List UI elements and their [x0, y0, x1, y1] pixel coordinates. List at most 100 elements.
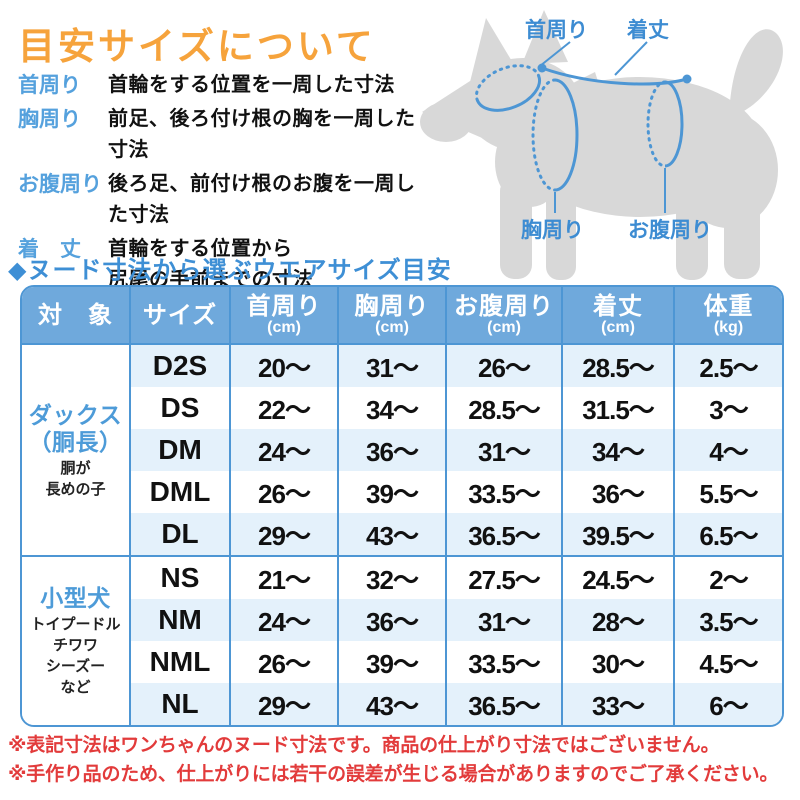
size-code-cell: D2S	[129, 344, 230, 387]
size-code-cell: NS	[129, 555, 230, 599]
column-header-label: 着丈	[593, 292, 643, 320]
measurement-cell: 36.5〜	[445, 513, 562, 556]
measurement-cell: 31〜	[445, 429, 562, 471]
dog-illustration	[420, 10, 783, 280]
measurement-cell: 24〜	[229, 599, 338, 641]
definitions-list: 首周り 首輪をする位置を一周した寸法 胸周り 前足、後ろ付け根の胸を一周した寸法 お腹周…	[18, 70, 428, 299]
size-code-cell: NM	[129, 599, 230, 641]
page-title: 目安サイズについて	[18, 26, 376, 67]
group-name: ダックス	[28, 401, 123, 428]
measurement-cell: 36.5〜	[445, 683, 562, 725]
column-header: 体重 (kg)	[673, 287, 782, 345]
column-header-label: お腹周り	[454, 292, 554, 320]
column-header: 着丈 (cm)	[561, 287, 674, 345]
measurement-cell: 43〜	[337, 683, 446, 725]
target-group-cell: 小型犬 トイプードル チワワ シーズー など	[22, 555, 130, 725]
measurement-cell: 29〜	[229, 683, 338, 725]
column-header-label: 対 象	[38, 301, 113, 329]
column-header: 胸周り (cm)	[337, 287, 446, 345]
column-header-label: サイズ	[142, 301, 218, 329]
measurement-cell: 20〜	[229, 344, 338, 387]
measurement-cell: 27.5〜	[445, 555, 562, 599]
measurement-cell: 29〜	[229, 513, 338, 556]
section-title: ◆ヌード寸法から選ぶウエアサイズ目安	[8, 257, 452, 284]
column-header-label: 体重	[703, 292, 754, 320]
measurement-cell: 22〜	[229, 387, 338, 429]
measurement-cell: 33.5〜	[445, 641, 562, 683]
group-subtext: チワワ	[52, 637, 98, 654]
target-group-cell: ダックス （胴長） 胴が長めの子	[22, 344, 130, 556]
group-name: （胴長）	[28, 428, 123, 455]
measurement-cell: 32〜	[337, 555, 446, 599]
column-header-label: 胸周り	[354, 292, 430, 320]
diagram-belly-label: お腹周り	[628, 219, 712, 242]
measurement-cell: 34〜	[337, 387, 446, 429]
measurement-cell: 33〜	[561, 683, 674, 725]
size-code-cell: NL	[129, 683, 230, 725]
back-length-line	[541, 66, 688, 86]
footnote: ※手作り品のため、仕上がりには若干の誤差が生じる場合がありますのでご了承ください…	[8, 764, 779, 785]
measurement-cell: 6.5〜	[673, 513, 782, 556]
size-code-cell: DL	[129, 513, 230, 556]
table-row: DL 29〜 43〜 36.5〜 39.5〜 6.5〜	[22, 513, 782, 556]
table-row: DM 24〜 36〜 31〜 34〜 4〜	[22, 429, 782, 471]
column-header: お腹周り (cm)	[445, 287, 562, 345]
dog-tail-icon	[730, 29, 783, 112]
size-code-cell: DS	[129, 387, 230, 429]
group-subtext: 長めの子	[45, 480, 106, 498]
footnote: ※表記寸法はワンちゃんのヌード寸法です。商品の仕上がり寸法ではございません。	[8, 735, 720, 756]
measurement-cell: 28.5〜	[561, 344, 674, 387]
measurement-cell: 24.5〜	[561, 555, 674, 599]
diagram-length-label: 着丈	[627, 19, 669, 42]
measurement-cell: 26〜	[229, 471, 338, 513]
measurement-cell: 39〜	[337, 641, 446, 683]
measurement-lines	[475, 41, 688, 213]
column-header-label: 首周り	[246, 292, 322, 320]
measurement-cell: 34〜	[561, 429, 674, 471]
diagram-neck-label: 首周り	[525, 19, 588, 42]
size-table: 対 象サイズ 首周り (cm) 胸周り (cm) お腹周り (cm) 着丈 (cm) 体重 (kg)…	[22, 287, 782, 725]
table-row: NM 24〜 36〜 31〜 28〜 3.5〜	[22, 599, 782, 641]
size-table-header: 対 象サイズ 首周り (cm) 胸周り (cm) お腹周り (cm) 着丈 (cm) 体重 (kg)	[22, 287, 782, 345]
measurement-cell: 36〜	[561, 471, 674, 513]
size-code-cell: NML	[129, 641, 230, 683]
definition-row: 首周り 首輪をする位置を一周した寸法	[18, 70, 428, 101]
group-subtext: など	[60, 679, 91, 696]
column-header-unit: (cm)	[375, 318, 409, 336]
measurement-cell: 43〜	[337, 513, 446, 556]
definition-row: お腹周り 後ろ足、前付け根のお腹を一周した寸法	[18, 169, 428, 231]
table-row: 小型犬 トイプードル チワワ シーズー など NS 21〜 32〜 27.5〜 24.5〜 2〜	[22, 555, 782, 725]
dog-ear-icon	[522, 10, 568, 64]
table-row: DML 26〜 39〜 33.5〜 36〜 5.5〜	[22, 471, 782, 513]
measurement-cell: 31〜	[445, 599, 562, 641]
measurement-cell: 31〜	[337, 344, 446, 387]
measurement-cell: 33.5〜	[445, 471, 562, 513]
size-code-cell: DML	[129, 471, 230, 513]
measurement-cell: 21〜	[229, 555, 338, 599]
group-subtext: 胴が	[60, 459, 91, 477]
size-table-wrap: 対 象サイズ 首周り (cm) 胸周り (cm) お腹周り (cm) 着丈 (cm) 体重 (kg)…	[20, 285, 784, 727]
definition-desc: 前足、後ろ付け根の胸を一周した寸法	[108, 108, 416, 161]
measurement-cell: 4〜	[673, 429, 782, 471]
group-name: 小型犬	[40, 585, 111, 611]
measurement-cell: 4.5〜	[673, 641, 782, 683]
column-header-unit: (cm)	[487, 318, 521, 336]
measurement-cell: 28〜	[561, 599, 674, 641]
measurement-cell: 5.5〜	[673, 471, 782, 513]
measurement-cell: 3.5〜	[673, 599, 782, 641]
measurement-cell: 30〜	[561, 641, 674, 683]
measurement-cell: 39〜	[337, 471, 446, 513]
dog-silhouette	[420, 10, 783, 280]
column-header-unit: (cm)	[267, 318, 301, 336]
definition-desc: 首輪をする位置を一周した寸法	[108, 74, 395, 96]
dog-diagram: 首周り 着丈 胸周り お腹周り	[415, 2, 800, 286]
group-subtext: シーズー	[45, 658, 106, 675]
measurement-cell: 3〜	[673, 387, 782, 429]
size-code-cell: DM	[129, 429, 230, 471]
table-row: DS 22〜 34〜 28.5〜 31.5〜 3〜	[22, 387, 782, 429]
table-row: NL 29〜 43〜 36.5〜 33〜 6〜	[22, 683, 782, 725]
measurement-cell: 26〜	[445, 344, 562, 387]
definition-term: 胸周り	[18, 108, 81, 131]
definition-term: お腹周り	[18, 173, 102, 196]
measurement-cell: 39.5〜	[561, 513, 674, 556]
